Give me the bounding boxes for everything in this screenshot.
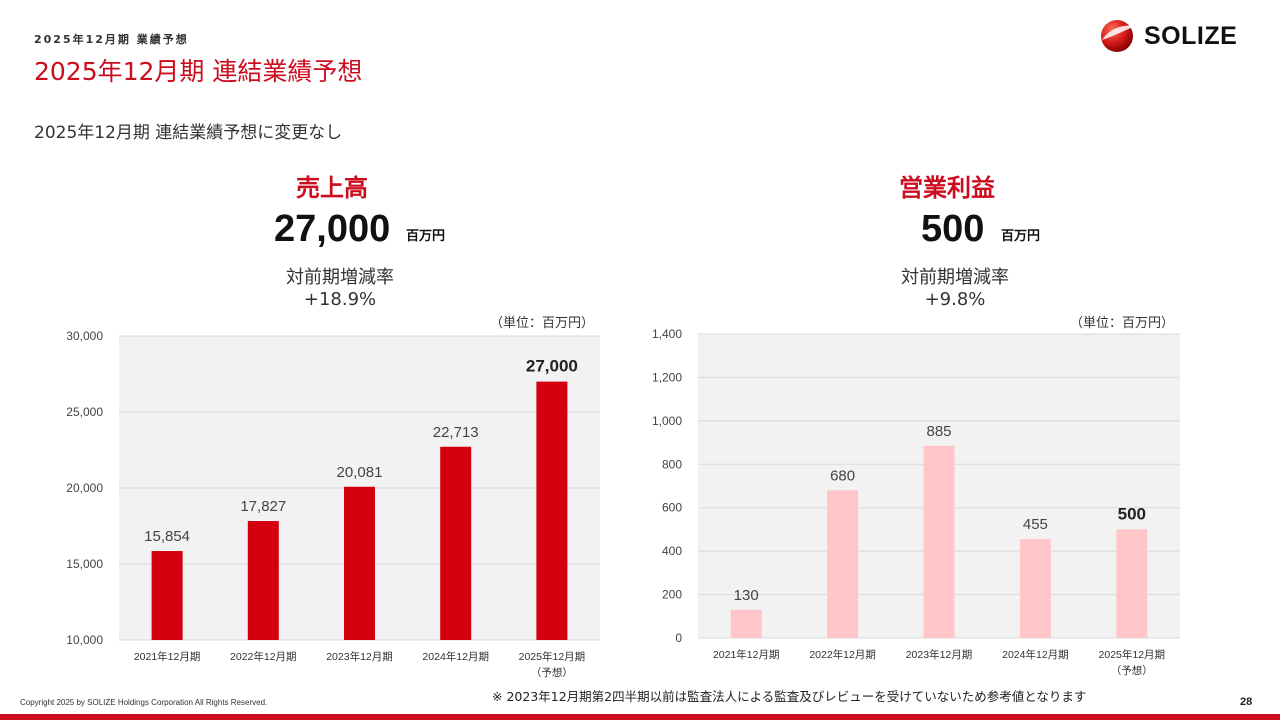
kpi-op-unit: 百万円 (1001, 229, 1041, 244)
copyright: Copyright 2025 by SOLIZE Holdings Corpor… (20, 698, 268, 707)
kpi-op-rate-label: 対前期増減率 (901, 267, 1009, 288)
kpi-sales-rate-label: 対前期増減率 (286, 267, 394, 288)
sales-category-label: 2025年12月期 (519, 650, 586, 663)
kpi-sales-title: 売上高 (296, 174, 368, 202)
sales-chart-unit-note: （単位：百万円） (490, 316, 595, 331)
sales-bar (151, 551, 183, 640)
section-label: 2025年12月期 業績予想 (34, 33, 189, 46)
sales-data-label: 17,827 (240, 498, 286, 515)
logo-text: SOLIZE (1144, 22, 1238, 50)
op-ytick-label: 1,000 (652, 414, 682, 428)
sales-category-label: 2024年12月期 (422, 650, 489, 663)
sales-bar (247, 521, 279, 640)
op-bar (1019, 539, 1051, 638)
op-ytick-label: 600 (662, 501, 682, 515)
sales-category-label: 2022年12月期 (230, 650, 297, 663)
op-ytick-label: 1,200 (652, 370, 682, 384)
page-subtitle: 2025年12月期 連結業績予想に変更なし (34, 123, 343, 143)
sales-ytick-label: 10,000 (66, 633, 103, 647)
sales-data-label: 15,854 (144, 528, 190, 545)
sales-category-label: 2023年12月期 (326, 650, 393, 663)
op-data-label: 680 (830, 467, 855, 484)
sales-ytick-label: 25,000 (66, 405, 103, 419)
sales-ytick-label: 20,000 (66, 481, 103, 495)
operating-profit-bar-chart: 0 200 400 600 800 1,000 1,200 1,400 130 2021年12月期… (652, 327, 1180, 677)
footnote: ※ 2023年12月期第2四半期以前は監査法人による監査及びレビューを受けていな… (492, 689, 1087, 704)
sales-category-note: （予想） (531, 666, 573, 679)
sales-data-label: 20,081 (337, 464, 383, 481)
op-ytick-label: 1,400 (652, 327, 682, 341)
op-ytick-label: 0 (675, 631, 682, 645)
op-ytick-label: 400 (662, 544, 682, 558)
op-chart-unit-note: （単位：百万円） (1070, 316, 1175, 331)
op-bar (923, 445, 955, 638)
op-category-label: 2023年12月期 (906, 648, 973, 661)
sales-data-label: 22,713 (433, 424, 479, 441)
kpi-op-rate: +9.8% (924, 289, 986, 310)
sales-data-label: 27,000 (526, 357, 578, 376)
op-category-label: 2024年12月期 (1002, 648, 1069, 661)
op-data-label: 885 (926, 423, 951, 440)
op-bar (827, 490, 859, 638)
op-category-label: 2021年12月期 (713, 648, 780, 661)
op-data-label: 455 (1023, 516, 1048, 533)
sales-ytick-label: 15,000 (66, 557, 103, 571)
sales-bar (440, 446, 472, 640)
kpi-op-title: 営業利益 (899, 174, 995, 202)
op-category-label: 2025年12月期 (1099, 648, 1166, 661)
op-category-label: 2022年12月期 (809, 648, 876, 661)
footer-accent-bar (0, 714, 1280, 720)
op-bar (730, 609, 762, 638)
page-title: 2025年12月期 連結業績予想 (34, 57, 363, 86)
op-data-label: 500 (1118, 504, 1146, 523)
sales-bar-chart: 10,000 15,000 20,000 25,000 30,000 15,854 2021… (66, 329, 600, 679)
page-number: 28 (1240, 696, 1253, 708)
op-data-label: 130 (734, 587, 759, 604)
sales-bar (344, 486, 375, 640)
kpi-sales-value: 27,000 (274, 208, 391, 250)
op-category-note: （予想） (1111, 664, 1153, 677)
kpi-sales-unit: 百万円 (406, 229, 446, 244)
sales-ytick-label: 30,000 (66, 329, 103, 343)
kpi-sales-rate: +18.9% (303, 289, 377, 310)
logo-sphere-icon (1101, 20, 1135, 52)
sales-category-label: 2021年12月期 (134, 650, 201, 663)
company-logo: SOLIZE (1098, 16, 1248, 54)
op-bar (1116, 529, 1148, 638)
kpi-op-value: 500 (921, 208, 985, 250)
op-ytick-label: 800 (662, 457, 682, 471)
op-ytick-label: 200 (662, 588, 682, 602)
sales-bar (536, 381, 568, 640)
